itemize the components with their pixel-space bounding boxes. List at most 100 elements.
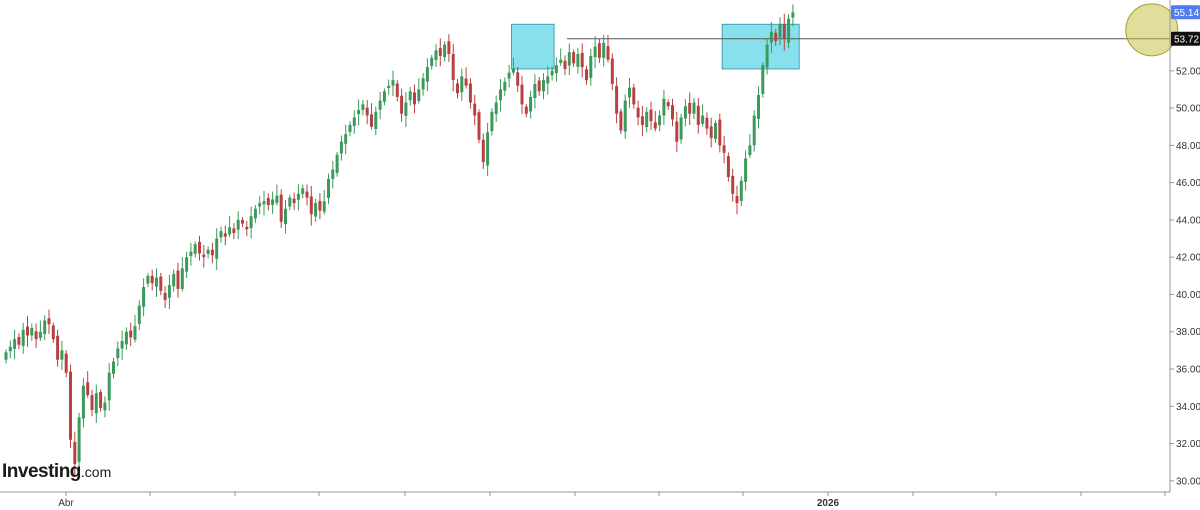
candle — [279, 189, 283, 228]
x-tick-label: Abr — [58, 498, 74, 509]
candle — [666, 99, 670, 110]
candle-body — [460, 76, 464, 93]
candle-body — [124, 331, 128, 345]
candle-body — [400, 95, 404, 114]
candle — [529, 90, 533, 119]
candle-body — [597, 43, 601, 58]
candle-body — [357, 109, 361, 115]
candle — [361, 99, 365, 116]
candle-body — [554, 65, 558, 74]
candle-body — [223, 233, 227, 237]
candle — [335, 151, 339, 177]
y-tick-label: 30.00 — [1176, 476, 1200, 487]
candle — [275, 184, 279, 206]
x-tick-label: 2026 — [817, 498, 840, 509]
candle-body — [593, 46, 597, 58]
candle — [774, 29, 778, 46]
candle — [150, 269, 154, 291]
candle-body — [301, 188, 305, 194]
candle-body — [542, 80, 545, 92]
candle — [542, 73, 545, 100]
candle-body — [408, 91, 412, 101]
candle-body — [94, 393, 98, 414]
candle — [731, 168, 735, 202]
candle — [167, 274, 171, 310]
candle-body — [73, 442, 77, 465]
candle-body — [524, 106, 528, 114]
candle-body — [382, 91, 386, 102]
candle — [120, 330, 124, 360]
candle — [438, 38, 442, 67]
candle — [671, 98, 674, 127]
candle-body — [64, 353, 68, 373]
candle — [180, 257, 184, 292]
candle — [357, 99, 361, 126]
current-price-tag — [1171, 31, 1200, 46]
candle — [69, 364, 72, 448]
candle — [585, 65, 588, 85]
candle — [606, 34, 610, 63]
candle-body — [468, 83, 472, 103]
candle — [202, 245, 206, 268]
candle-body — [318, 200, 322, 211]
candle — [387, 79, 391, 95]
candle — [378, 91, 382, 120]
candle — [413, 84, 416, 114]
candle — [490, 108, 494, 136]
candle-body — [679, 117, 683, 140]
candle-body — [271, 199, 275, 205]
candle — [249, 206, 253, 239]
candle — [172, 269, 176, 292]
candle-body — [155, 277, 158, 287]
candle-body — [198, 241, 201, 254]
candle-body — [615, 86, 619, 114]
candle-body — [477, 112, 481, 140]
candle — [443, 41, 447, 62]
y-tick-label: 42.00 — [1176, 253, 1200, 264]
candle-body — [683, 106, 687, 119]
candle-body — [580, 52, 584, 68]
candle — [636, 100, 640, 126]
candle — [241, 217, 244, 228]
candle-body — [559, 59, 563, 63]
candle — [305, 184, 309, 206]
candle-body — [791, 12, 795, 18]
candle-body — [421, 78, 425, 90]
candle — [473, 94, 477, 126]
y-tick-label: 32.00 — [1176, 439, 1200, 450]
candle — [688, 92, 692, 125]
candle-body — [322, 201, 326, 212]
candle — [51, 322, 55, 343]
candle-body — [765, 44, 769, 68]
candle — [81, 377, 85, 428]
candle-body — [494, 102, 498, 115]
candle-body — [365, 107, 369, 116]
candle-body — [662, 98, 666, 116]
candle-body — [288, 197, 292, 207]
candle-body — [563, 60, 567, 69]
candle-body — [787, 18, 791, 43]
y-tick-label: 46.00 — [1176, 178, 1200, 189]
candle — [43, 315, 47, 341]
candle — [391, 70, 395, 97]
candle-body — [434, 50, 438, 61]
candle — [516, 66, 520, 92]
candle-body — [576, 54, 580, 67]
candle — [284, 200, 287, 234]
candle-body — [305, 191, 309, 198]
candle — [245, 220, 249, 237]
y-tick-label: 50.00 — [1176, 104, 1200, 115]
candle — [619, 108, 623, 135]
candle-body — [567, 52, 571, 66]
candle — [464, 67, 468, 89]
candle — [348, 121, 352, 137]
candle — [520, 75, 524, 114]
high-price-tag-label: 55.14 — [1174, 8, 1199, 19]
candle-body — [69, 371, 72, 440]
candle-body — [696, 105, 700, 125]
candle-body — [438, 48, 442, 56]
candle — [176, 262, 180, 298]
candle — [38, 320, 42, 341]
